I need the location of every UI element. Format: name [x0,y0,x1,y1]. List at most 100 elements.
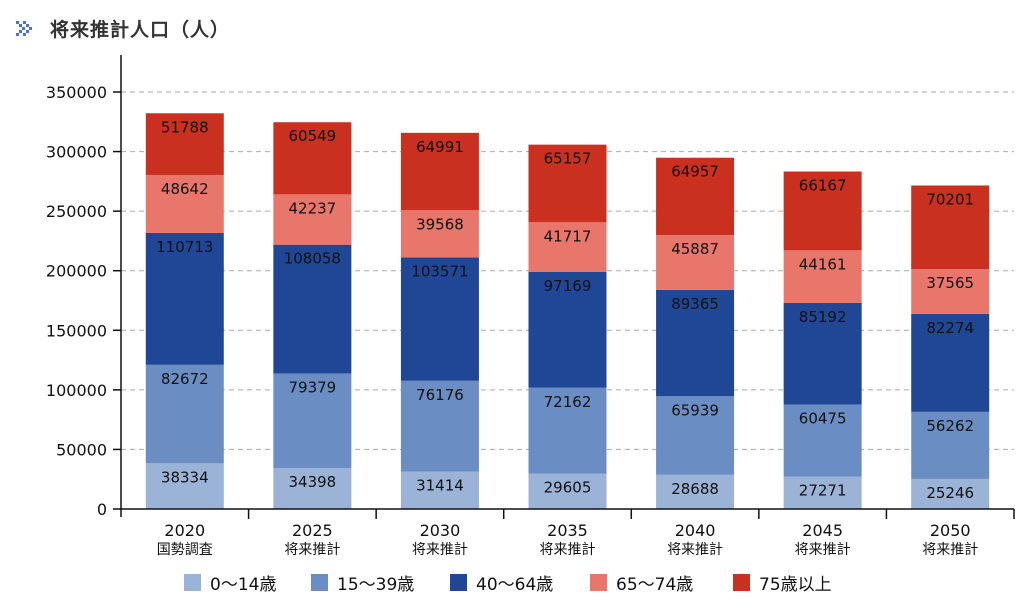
bar-segment [528,271,607,388]
bar-segment [145,232,224,365]
bar-segment [911,478,990,509]
y-tick-label: 0 [97,500,107,519]
bars: 38334 82672 110713 48642 51788 34398 79379 1080… [145,113,990,509]
bar-value-label: 34398 [288,473,336,491]
x-tick-label: 2020 [164,521,205,540]
bar-value-label: 41717 [544,227,592,245]
bar-segment [273,373,352,469]
legend-label: 15〜39歳 [337,575,414,595]
bar-segment [400,257,479,381]
bar-value-label: 79379 [288,378,336,396]
axes: 0 50000 100000 150000 200000 250000 300000 3500… [46,55,1015,558]
bar-segment [273,122,352,195]
gridlines [121,91,1014,450]
bar-segment [783,171,862,251]
bar-value-label: 65157 [544,150,592,168]
legend-swatch [184,574,201,591]
y-tick-label: 50000 [56,440,107,459]
bar-value-label: 108058 [284,250,341,268]
x-tick-sublabel: 将来推計 [922,542,978,558]
bar-value-label: 27271 [799,482,847,500]
bar-segment [273,468,352,509]
bar-segment [656,289,735,397]
bar-segment [145,463,224,509]
bar-segment [400,210,479,258]
legend-swatch [590,574,607,591]
legend-label: 0〜14歳 [210,575,276,595]
bar-segment [656,474,735,509]
double-chevron-right-icon [16,21,32,36]
bar-value-label: 25246 [926,484,974,502]
bar-value-label: 97169 [544,277,592,295]
bar-segment [911,185,990,270]
x-tick-label: 2045 [802,521,843,540]
bar-value-label: 110713 [156,238,213,256]
bar-segment [400,132,479,211]
bar-value-label: 82274 [926,319,974,337]
bar-segment [400,380,479,472]
bar-segment [528,222,607,272]
legend-label: 65〜74歳 [616,575,693,595]
y-tick-label: 150000 [46,321,107,340]
y-tick-label: 250000 [46,202,107,221]
bar-segment [911,269,990,314]
bar-value-label: 60475 [799,409,847,427]
bar-segment [145,174,224,233]
bar-value-label: 37565 [926,274,974,292]
bar-value-label: 64957 [671,163,719,181]
bar-segment [656,396,735,475]
x-tick-sublabel: 将来推計 [284,542,340,558]
bar-segment [273,194,352,245]
legend-swatch [733,574,750,591]
x-tick-label: 2040 [675,521,716,540]
bar-value-label: 38334 [161,468,209,486]
y-tick-label: 300000 [46,143,107,162]
chart-title-row: 将来推計人口（人） [14,12,230,44]
legend: 0〜14歳 15〜39歳 40〜64歳 65〜74歳 75歳以上 [184,574,832,595]
bar-value-label: 85192 [799,308,847,326]
legend-swatch [311,574,328,591]
bar-segment [528,473,607,509]
bar-segment [273,244,352,374]
chart-title: 将来推計人口（人） [50,18,231,41]
bar-value-label: 39568 [416,215,464,233]
y-tick-label: 200000 [46,262,107,281]
x-tick-label: 2035 [547,521,588,540]
x-tick-sublabel: 将来推計 [667,542,723,558]
bar-segment [145,113,224,175]
x-tick-sublabel: 将来推計 [540,542,596,558]
bar-segment [400,471,479,509]
bar-value-label: 70201 [926,190,974,208]
y-tick-label: 100000 [46,381,107,400]
bar-value-label: 65939 [671,401,719,419]
x-tick-label: 2050 [930,521,971,540]
legend-label: 75歳以上 [759,575,832,595]
x-tick-sublabel: 将来推計 [412,542,468,558]
bar-value-label: 48642 [161,180,209,198]
bar-segment [783,404,862,477]
bar-value-label: 103571 [411,262,468,280]
bar-value-label: 89365 [671,295,719,313]
bar-value-label: 76176 [416,386,464,404]
bar-segment [528,144,607,223]
bar-value-label: 64991 [416,138,464,156]
bar-value-label: 82672 [161,370,209,388]
legend-swatch [450,574,467,591]
bar-value-label: 45887 [671,240,719,258]
bar-segment [783,302,862,405]
bar-segment [911,313,990,412]
x-tick-label: 2025 [292,521,333,540]
bar-value-label: 66167 [799,177,847,195]
bar-segment [911,411,990,479]
x-tick-label: 2030 [420,521,461,540]
x-tick-sublabel: 将来推計 [795,542,851,558]
bar-segment [783,250,862,303]
bar-value-label: 42237 [288,199,336,217]
bar-value-label: 56262 [926,417,974,435]
y-tick-label: 350000 [46,83,107,102]
bar-segment [145,364,224,464]
bar-segment [783,476,862,509]
legend-label: 40〜64歳 [476,575,553,595]
bar-value-label: 72162 [544,393,592,411]
